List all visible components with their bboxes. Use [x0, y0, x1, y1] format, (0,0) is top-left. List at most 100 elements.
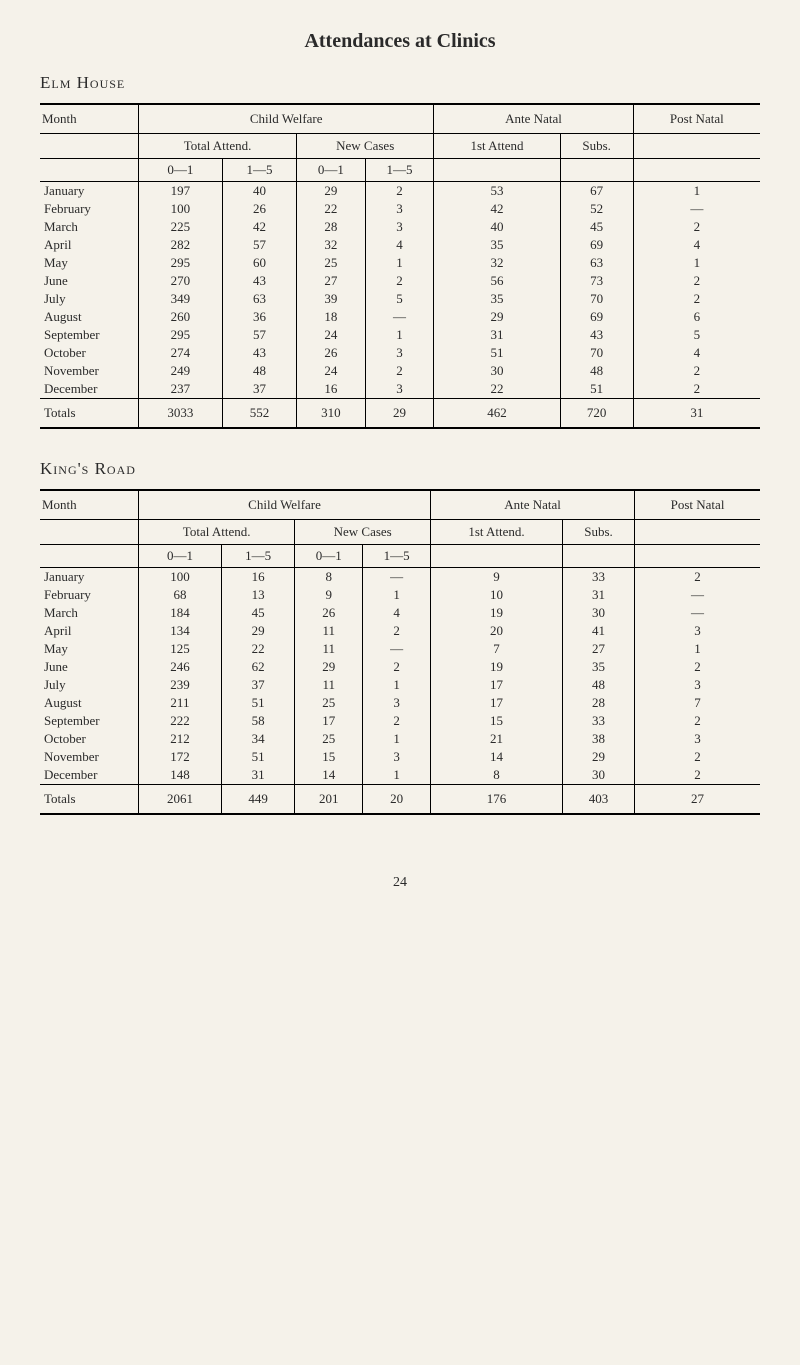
data-cell: 2: [363, 658, 431, 676]
blank: [562, 545, 634, 568]
data-cell: 3: [635, 622, 760, 640]
data-cell: 40: [434, 218, 560, 236]
data-cell: 29: [434, 308, 560, 326]
data-cell: 21: [431, 730, 563, 748]
data-cell: 1: [363, 676, 431, 694]
data-cell: 38: [562, 730, 634, 748]
data-cell: 11: [295, 676, 363, 694]
data-cell: 3: [635, 730, 760, 748]
total-cell: 27: [635, 785, 760, 815]
totals-label: Totals: [40, 785, 139, 815]
data-cell: 42: [222, 218, 296, 236]
data-cell: 2: [633, 380, 760, 399]
data-cell: 73: [560, 272, 633, 290]
data-cell: 43: [222, 272, 296, 290]
data-cell: 4: [363, 604, 431, 622]
data-cell: 28: [297, 218, 366, 236]
data-cell: 249: [139, 362, 223, 380]
blank: [431, 545, 563, 568]
month-cell: November: [40, 362, 139, 380]
data-cell: 37: [221, 676, 294, 694]
col-post-natal: Post Natal: [635, 490, 760, 520]
data-cell: 2: [365, 362, 434, 380]
data-cell: 69: [560, 308, 633, 326]
elm-house-table-wrap: Month Child Welfare Ante Natal Post Nata…: [40, 103, 760, 429]
month-cell: October: [40, 344, 139, 362]
data-cell: 52: [560, 200, 633, 218]
data-cell: 11: [295, 640, 363, 658]
data-cell: 14: [431, 748, 563, 766]
data-cell: 222: [139, 712, 222, 730]
table-row: September2225817215332: [40, 712, 760, 730]
data-cell: 100: [139, 200, 223, 218]
total-cell: 552: [222, 399, 296, 429]
data-cell: 15: [295, 748, 363, 766]
data-cell: 20: [431, 622, 563, 640]
data-cell: 27: [562, 640, 634, 658]
data-cell: 13: [221, 586, 294, 604]
data-cell: 35: [434, 290, 560, 308]
blank: [40, 159, 139, 182]
month-cell: November: [40, 748, 139, 766]
table-row: November2494824230482: [40, 362, 760, 380]
month-cell: May: [40, 640, 139, 658]
data-cell: 29: [295, 658, 363, 676]
table-row: January1974029253671: [40, 182, 760, 201]
data-cell: 2: [633, 218, 760, 236]
col-0-1: 0—1: [139, 159, 223, 182]
total-cell: 403: [562, 785, 634, 815]
month-cell: January: [40, 568, 139, 587]
data-cell: 33: [562, 568, 634, 587]
table-row: April2825732435694: [40, 236, 760, 254]
data-cell: 212: [139, 730, 222, 748]
month-cell: August: [40, 694, 139, 712]
col-child-welfare: Child Welfare: [139, 490, 431, 520]
data-cell: 4: [365, 236, 434, 254]
data-cell: —: [633, 200, 760, 218]
data-cell: 17: [431, 694, 563, 712]
table-row: December148311418302: [40, 766, 760, 785]
data-cell: —: [635, 604, 760, 622]
data-cell: 3: [635, 676, 760, 694]
data-cell: 295: [139, 326, 223, 344]
data-cell: 29: [221, 622, 294, 640]
month-cell: April: [40, 236, 139, 254]
data-cell: 48: [562, 676, 634, 694]
data-cell: 58: [221, 712, 294, 730]
table-row: June2466229219352: [40, 658, 760, 676]
data-cell: 45: [560, 218, 633, 236]
table-row: October2744326351704: [40, 344, 760, 362]
data-cell: 225: [139, 218, 223, 236]
table-row: February6813911031—: [40, 586, 760, 604]
data-cell: 1: [633, 254, 760, 272]
table-row: February100262234252—: [40, 200, 760, 218]
data-cell: 31: [434, 326, 560, 344]
col-subs: Subs.: [562, 520, 634, 545]
month-cell: August: [40, 308, 139, 326]
blank: [635, 545, 760, 568]
data-cell: 211: [139, 694, 222, 712]
month-cell: March: [40, 604, 139, 622]
data-cell: 43: [560, 326, 633, 344]
data-cell: —: [635, 586, 760, 604]
elm-house-title: Elm House: [40, 73, 760, 93]
data-cell: 8: [295, 568, 363, 587]
data-cell: 3: [365, 218, 434, 236]
data-cell: 134: [139, 622, 222, 640]
table-row: January100168—9332: [40, 568, 760, 587]
col-0-1: 0—1: [139, 545, 222, 568]
data-cell: 37: [222, 380, 296, 399]
data-cell: 51: [221, 694, 294, 712]
table-row: June2704327256732: [40, 272, 760, 290]
blank: [560, 159, 633, 182]
data-cell: 67: [560, 182, 633, 201]
table-row: April1342911220413: [40, 622, 760, 640]
col-total-attend: Total Attend.: [139, 520, 295, 545]
data-cell: 51: [221, 748, 294, 766]
data-cell: 25: [297, 254, 366, 272]
data-cell: 32: [297, 236, 366, 254]
data-cell: 2: [635, 658, 760, 676]
data-cell: 349: [139, 290, 223, 308]
data-cell: 14: [295, 766, 363, 785]
data-cell: 2: [363, 712, 431, 730]
